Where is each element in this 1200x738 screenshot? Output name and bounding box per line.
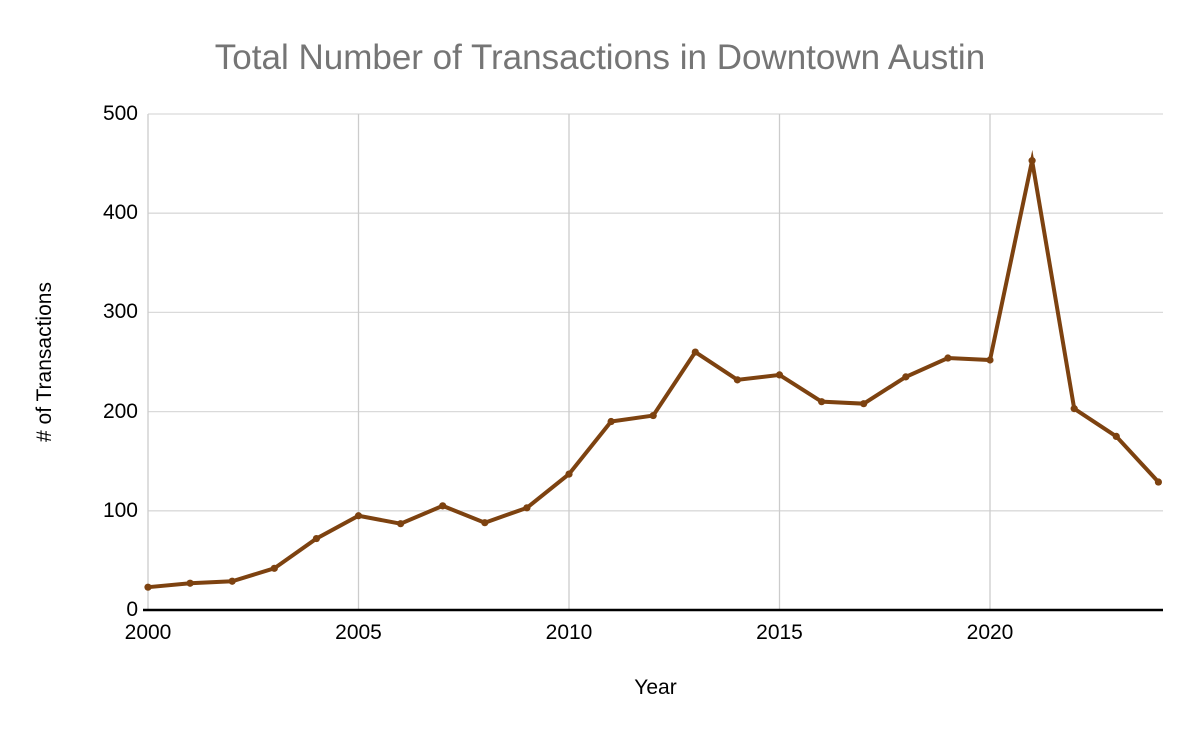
y-tick-label: 100 xyxy=(102,498,138,522)
x-axis-title: Year xyxy=(634,676,677,699)
data-point xyxy=(986,356,994,364)
y-tick-label: 0 xyxy=(126,598,138,621)
data-point xyxy=(1112,432,1120,440)
x-tick-label: 2015 xyxy=(756,621,803,644)
data-point xyxy=(860,400,868,408)
data-point xyxy=(228,577,236,585)
x-tick-label: 2000 xyxy=(124,621,172,644)
x-tick-label: 2020 xyxy=(966,621,1014,644)
x-tick-label: 2010 xyxy=(545,621,593,644)
series-line xyxy=(147,149,1160,590)
data-point xyxy=(481,519,489,527)
y-tick-label: 500 xyxy=(102,102,138,125)
chart-title: Total Number of Transactions in Downtown… xyxy=(214,38,986,77)
data-point xyxy=(523,504,531,512)
data-point xyxy=(818,398,826,406)
x-tick-label: 2005 xyxy=(335,621,382,644)
data-point xyxy=(565,470,573,478)
data-point xyxy=(944,354,952,362)
data-point xyxy=(691,348,699,356)
data-point xyxy=(649,411,657,420)
data-point xyxy=(397,520,405,528)
data-point xyxy=(1070,405,1078,413)
data-point xyxy=(607,417,615,426)
data-point xyxy=(733,376,742,384)
data-point xyxy=(1028,157,1036,165)
data-point xyxy=(312,534,320,543)
data-point xyxy=(270,564,278,572)
data-point xyxy=(354,512,363,520)
data-point xyxy=(902,373,910,381)
y-tick-label: 200 xyxy=(102,399,138,423)
data-point xyxy=(144,583,152,591)
data-point xyxy=(775,371,784,379)
data-point xyxy=(439,502,447,510)
data-point xyxy=(1154,478,1162,486)
y-tick-label: 300 xyxy=(102,300,138,324)
y-tick-label: 400 xyxy=(102,201,138,225)
data-point xyxy=(186,579,194,587)
